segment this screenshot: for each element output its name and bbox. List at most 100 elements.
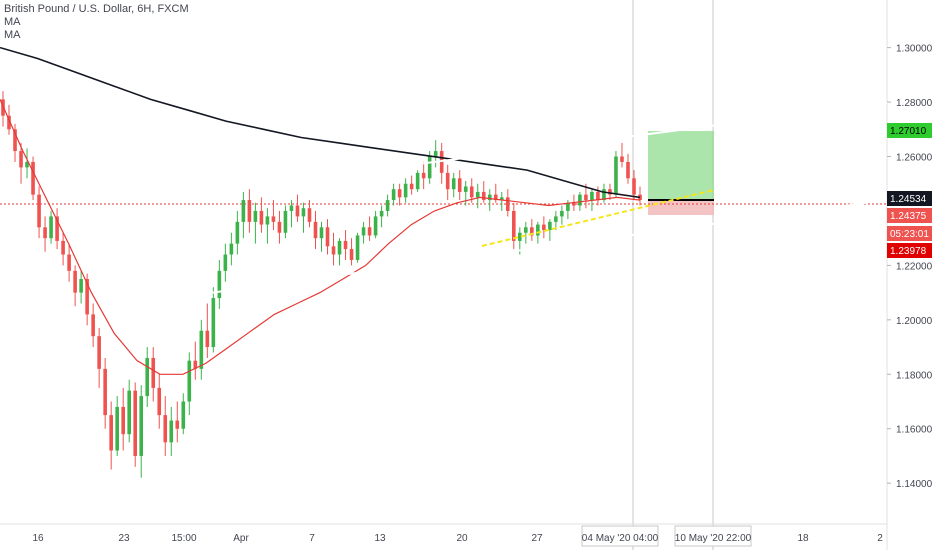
candle-body xyxy=(133,390,138,456)
candle-body xyxy=(343,240,348,250)
candle-body xyxy=(337,240,342,255)
candle-body xyxy=(211,298,216,348)
candle-body xyxy=(385,200,390,211)
candle-body xyxy=(19,151,23,168)
candle-body xyxy=(614,156,618,195)
candle-body xyxy=(37,194,41,228)
price-label-text: 1.23978 xyxy=(890,246,927,257)
candle-body xyxy=(223,254,228,271)
candle-body xyxy=(313,221,318,239)
time-tick-label: 13 xyxy=(374,533,386,544)
candle-body xyxy=(13,129,17,152)
candle-body xyxy=(632,178,636,195)
symbol-title[interactable]: British Pound / U.S. Dollar, 6H, FXCM xyxy=(4,3,189,15)
candle-body xyxy=(247,200,252,222)
candle-body xyxy=(43,227,47,239)
candle-body xyxy=(518,232,522,241)
candle-body xyxy=(259,210,264,225)
candle-body xyxy=(241,200,246,222)
time-tick-label: 10 May '20 22:00 xyxy=(675,533,752,544)
price-tick-label: 1.20000 xyxy=(896,316,932,327)
price-tick-label: 1.28000 xyxy=(896,98,932,109)
time-tick-label: 20 xyxy=(456,533,468,544)
candle-body xyxy=(49,216,53,239)
candle-body xyxy=(367,227,372,236)
candle-body xyxy=(590,191,594,201)
price-labels-group: 1.27010 1.24534 1.24375 05:23:01 1.23978 xyxy=(887,123,932,258)
candle-body xyxy=(596,191,600,201)
candle-body xyxy=(199,330,204,369)
price-label-stop xyxy=(887,243,932,258)
candle-body xyxy=(289,205,294,211)
candle-body xyxy=(361,227,366,236)
time-marker-box xyxy=(674,525,752,547)
candle-body xyxy=(445,172,450,190)
candle-body xyxy=(572,202,576,206)
candle-body xyxy=(584,194,588,201)
stop-zone[interactable] xyxy=(648,200,714,215)
candle-body xyxy=(295,205,300,217)
candle-body xyxy=(451,178,456,190)
time-tick-label: Apr xyxy=(233,533,249,544)
candle-body xyxy=(433,151,438,157)
price-tick-label: 1.16000 xyxy=(896,425,932,436)
candle-body xyxy=(235,221,240,244)
chart-legend: British Pound / U.S. Dollar, 6H, FXCM MA… xyxy=(4,3,189,42)
candle-body xyxy=(187,360,192,402)
candle-body xyxy=(554,216,558,222)
candle-body xyxy=(91,314,95,337)
candle-body xyxy=(217,270,222,299)
candle-body xyxy=(97,336,101,369)
candle-body xyxy=(560,210,564,217)
candle-body xyxy=(530,227,534,236)
candle-body xyxy=(181,401,186,429)
candle-body xyxy=(457,178,462,192)
indicator-ma-1[interactable]: MA xyxy=(4,16,21,28)
price-tick-label: 1.26000 xyxy=(896,153,932,164)
price-label-current xyxy=(887,191,932,206)
candle-body xyxy=(103,368,107,416)
candle-body xyxy=(403,183,408,198)
candle-body xyxy=(499,197,504,201)
candle-body xyxy=(427,156,432,179)
candle-body xyxy=(271,216,276,222)
candle-body xyxy=(115,406,119,451)
time-tick-label: 04 May '20 04:00 xyxy=(582,533,659,544)
candle-body xyxy=(415,172,420,190)
candle-body xyxy=(475,191,480,198)
candle-body xyxy=(127,390,132,435)
candle-body xyxy=(421,172,426,179)
candle-body xyxy=(265,216,270,225)
time-tick-label: 16 xyxy=(32,533,44,544)
time-tick-label: 2 xyxy=(877,533,883,544)
price-label-text: 1.27010 xyxy=(890,126,927,137)
ma-slow-line xyxy=(0,46,641,199)
target-zone[interactable] xyxy=(648,131,714,200)
channel-lower-line[interactable] xyxy=(187,199,888,297)
candle-body xyxy=(193,360,198,369)
candle-body xyxy=(373,216,378,236)
candle-body xyxy=(307,208,312,222)
candle-body xyxy=(349,249,354,260)
candle-body xyxy=(61,240,65,255)
time-axis[interactable]: 16 23 15:00 Apr 7 13 20 27 04 May '20 04:00 10 Ma… xyxy=(32,525,883,547)
price-label-text: 1.24534 xyxy=(890,194,927,205)
channel-upper-line[interactable] xyxy=(187,102,888,195)
price-label-text: 05:23:01 xyxy=(890,229,929,240)
candle-body xyxy=(325,227,330,247)
candle-body xyxy=(409,183,414,190)
price-tick-label: 1.30000 xyxy=(896,44,932,55)
price-tick-label: 1.22000 xyxy=(896,261,932,272)
candle-body xyxy=(163,415,168,443)
indicator-ma-2[interactable]: MA xyxy=(4,29,21,41)
candle-body xyxy=(55,216,59,241)
candle-body xyxy=(481,191,486,201)
candle-body xyxy=(511,210,516,241)
candle-body xyxy=(157,387,162,416)
candle-body xyxy=(578,194,582,206)
candle-body xyxy=(175,420,180,429)
price-tick-label: 1.14000 xyxy=(896,479,932,490)
